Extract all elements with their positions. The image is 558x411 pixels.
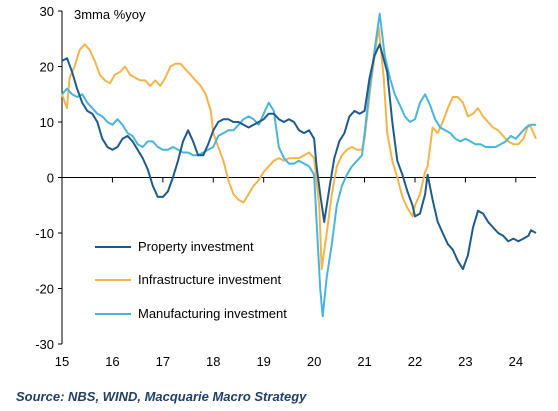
x-tick-label: 23 [458,354,472,369]
series-line-manufacturing-investment [61,12,536,318]
unit-label: 3mma %yoy [74,7,146,22]
x-tick-label: 15 [55,354,69,369]
series-line-infrastructure-investment [61,26,537,271]
legend-label: Property investment [138,239,254,254]
x-tick-label: 19 [256,354,270,369]
legend-label: Manufacturing investment [138,306,287,321]
y-tick-label: -20 [35,282,54,297]
x-tick-label: 16 [105,354,119,369]
x-tick-label: 24 [509,354,523,369]
x-tick-label: 18 [206,354,220,369]
y-tick-label: -30 [35,337,54,352]
y-tick-label: 30 [40,4,54,19]
y-tick-label: 0 [47,171,54,186]
legend: Property investment Infrastructure invest… [95,239,287,321]
series-layer [61,12,537,318]
y-tick-label: 20 [40,60,54,75]
series-line-property-investment [61,43,537,271]
legend-label: Infrastructure investment [138,272,281,287]
x-tick-label: 22 [408,354,422,369]
y-tick-label: 10 [40,115,54,130]
x-tick-label: 17 [156,354,170,369]
y-tick-label: -10 [35,226,54,241]
source-note: Source: NBS, WIND, Macquarie Macro Strat… [16,389,307,404]
x-tick-label: 20 [307,354,321,369]
x-tick-label: 21 [357,354,371,369]
